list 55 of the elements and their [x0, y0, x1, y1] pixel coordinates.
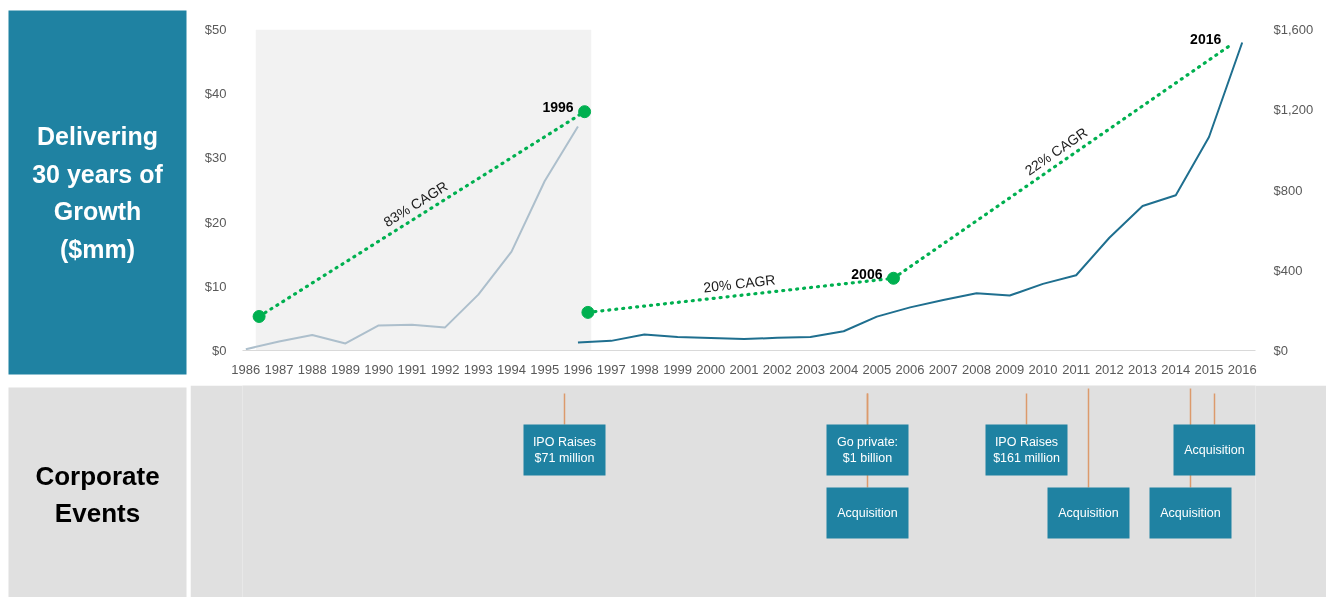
text: Go private: $1 billion	[836, 434, 899, 466]
x-tick-label: 1993	[463, 361, 493, 377]
x-tick-label: 1994	[497, 361, 526, 377]
x-tick-label: 2008	[962, 361, 991, 377]
x-tick-label: 2007	[928, 361, 958, 377]
y-tick-label: $40	[204, 86, 227, 102]
x-tick-label: 2013	[1128, 361, 1158, 377]
x-tick-label: 2014	[1161, 361, 1191, 377]
x-tick-label: 1990	[364, 361, 394, 377]
text: IPO Raises $161 million	[993, 434, 1060, 466]
x-tick-label: 2009	[995, 361, 1025, 377]
annotation: 1996	[542, 98, 574, 115]
x-tick-label: 2001	[729, 361, 759, 377]
x-tick-label: 2000	[696, 361, 726, 377]
x-tick-label: 1991	[397, 361, 427, 377]
x-tick-label: 1987	[264, 361, 294, 377]
x-tick-label: 1995	[530, 361, 560, 377]
y-tick-label: $10	[204, 278, 227, 294]
x-tick-label: 2005	[862, 361, 892, 377]
x-tick-label: 2016	[1227, 361, 1257, 377]
x-tick-label: 2003	[795, 361, 825, 377]
y2-tick-label: $1,600	[1273, 22, 1314, 37]
text: 20% CAGR	[702, 271, 777, 296]
x-tick-label: 1989	[331, 361, 360, 377]
x-tick-label: 1996	[563, 361, 593, 377]
text: Acquisition	[1058, 506, 1119, 520]
x-tick-label: 1988	[297, 361, 327, 377]
x-tick-label: 2002	[762, 361, 792, 377]
y2-tick-label: $800	[1273, 182, 1303, 198]
x-tick-label: 1997	[596, 361, 626, 377]
y-tick-label: $0	[212, 343, 227, 358]
annotation: 2016	[1190, 30, 1222, 47]
x-tick-label: 2004	[829, 361, 859, 377]
x-tick-label: 1986	[231, 361, 261, 377]
x-tick-label: 2006	[895, 361, 925, 377]
y-tick-label: $30	[204, 150, 227, 166]
text: Corporate Events	[35, 460, 160, 529]
y2-tick-label: $400	[1273, 262, 1303, 278]
text: Acquisition	[1160, 506, 1221, 520]
x-tick-label: 2012	[1094, 361, 1124, 377]
x-tick-label: 1999	[663, 361, 693, 377]
annotation: 2006	[851, 265, 883, 282]
x-tick-label: 2011	[1062, 361, 1091, 377]
y2-tick-label: $1,200	[1273, 102, 1314, 118]
y-tick-label: $20	[204, 214, 227, 230]
y-tick-label: $50	[204, 22, 227, 37]
x-tick-label: 2010	[1028, 361, 1058, 377]
text: Acquisition	[837, 506, 898, 520]
text: Delivering 30 years of Growth ($mm)	[32, 121, 164, 264]
x-tick-label: 2015	[1194, 361, 1224, 377]
text: Acquisition	[1184, 443, 1245, 457]
x-tick-label: 1992	[430, 361, 460, 377]
text: IPO Raises $71 million	[532, 434, 597, 466]
y2-tick-label: $0	[1273, 343, 1288, 358]
x-tick-label: 1998	[629, 361, 659, 377]
